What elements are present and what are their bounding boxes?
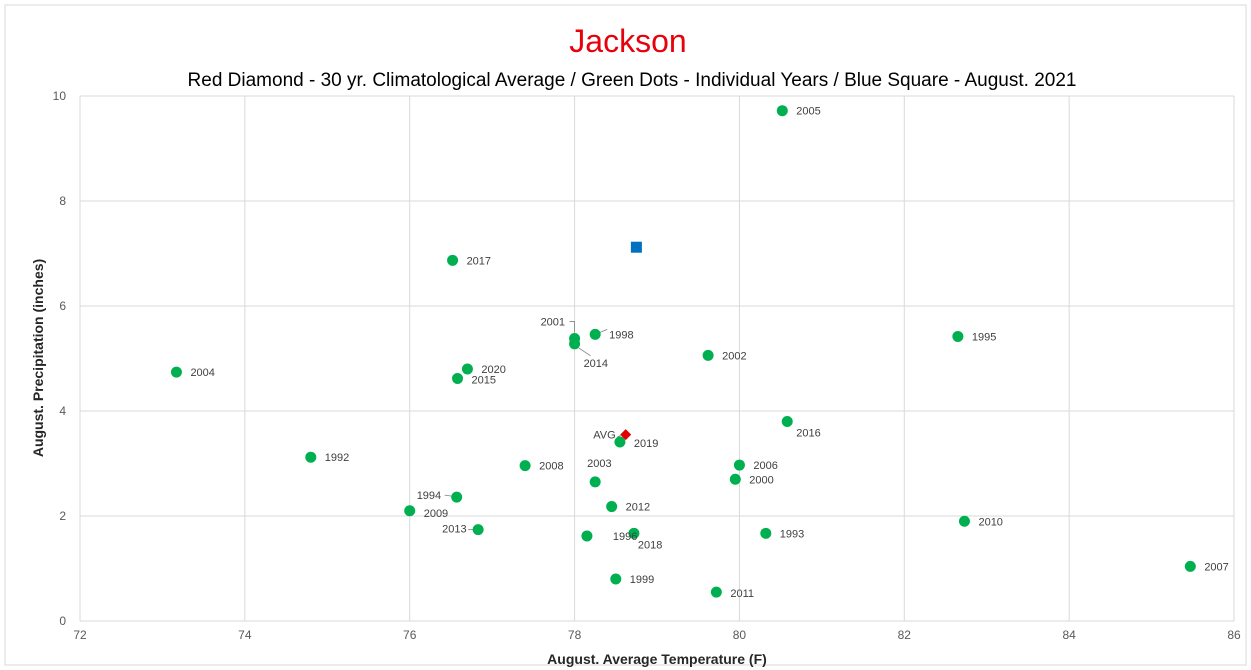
- year-label: 2010: [978, 516, 1002, 528]
- year-point: [1184, 560, 1196, 572]
- y-tick-label: 4: [59, 404, 66, 418]
- chart-border: [4, 4, 1247, 666]
- year-point: [760, 527, 772, 539]
- x-tick-label: 72: [73, 628, 87, 642]
- year-label: 2007: [1204, 561, 1228, 573]
- tick-labels: 72 74 76 78 80 82 84 86 0 2 4 6 8 10: [53, 89, 1241, 642]
- year-point: [581, 530, 593, 542]
- x-tick-label: 84: [1062, 628, 1076, 642]
- year-point: [589, 328, 601, 340]
- year-point: [958, 515, 970, 527]
- y-tick-label: 2: [59, 509, 66, 523]
- year-label: 1999: [630, 574, 654, 586]
- year-label: 2020: [481, 364, 505, 376]
- label-connector: [569, 321, 575, 333]
- year-point: [170, 366, 182, 378]
- year-point: [710, 586, 722, 598]
- gridlines: [79, 95, 1235, 622]
- year-point: [776, 105, 788, 117]
- y-tick-label: 0: [59, 614, 66, 628]
- year-label: 2006: [753, 460, 777, 472]
- year-label: 2004: [190, 367, 214, 379]
- year-point: [451, 491, 463, 503]
- year-point: [614, 436, 626, 448]
- data-points: [170, 105, 1196, 598]
- year-point: [305, 451, 317, 463]
- x-tick-label: 78: [568, 628, 582, 642]
- y-tick-label: 8: [59, 194, 66, 208]
- year-point: [461, 363, 473, 375]
- year-label: 2013: [442, 524, 466, 536]
- label-connector: [617, 435, 621, 438]
- year-point: [589, 476, 601, 488]
- label-connector: [444, 494, 452, 497]
- year-label: 2018: [638, 539, 662, 551]
- year-point: [519, 460, 531, 472]
- year-label: 2003: [587, 458, 611, 470]
- average-point: [620, 429, 632, 441]
- year-label: 2001: [541, 317, 565, 329]
- year-point: [606, 501, 618, 513]
- year-label: 1992: [325, 452, 349, 464]
- label-connector: [600, 328, 608, 333]
- year-point: [472, 524, 484, 536]
- x-tick-label: 80: [733, 628, 747, 642]
- year-label: 1993: [780, 528, 804, 540]
- average-label: AVG: [593, 430, 615, 442]
- current-year-point: [630, 241, 642, 253]
- year-point: [447, 254, 459, 266]
- chart-subtitle: Red Diamond - 30 yr. Climatological Aver…: [188, 70, 1077, 91]
- year-label: 2015: [472, 374, 496, 386]
- x-tick-label: 74: [238, 628, 252, 642]
- year-point: [729, 473, 741, 485]
- year-point: [781, 416, 793, 427]
- year-point: [452, 372, 464, 384]
- x-tick-label: 76: [403, 628, 417, 642]
- x-tick-label: 82: [898, 628, 912, 642]
- year-point: [733, 459, 745, 471]
- year-label: 2019: [634, 438, 658, 450]
- y-tick-label: 6: [59, 299, 66, 313]
- x-tick-label: 86: [1227, 628, 1241, 642]
- year-label: 2009: [424, 508, 448, 520]
- point-labels: 1992 1993 1994 1995 1996 1998 1999 2000 2001 2002…: [190, 106, 1228, 600]
- year-label: 2011: [730, 588, 754, 600]
- year-point: [628, 527, 640, 539]
- year-label: 2016: [796, 428, 820, 440]
- year-point: [404, 505, 416, 517]
- chart-title: Jackson: [569, 23, 686, 59]
- year-label: 2008: [539, 461, 563, 473]
- year-label: 2012: [626, 502, 650, 514]
- label-connector: [578, 347, 591, 357]
- year-label: 1995: [972, 331, 996, 343]
- year-label: 2002: [722, 350, 746, 362]
- year-label: 1998: [609, 329, 633, 341]
- year-label: 2000: [749, 474, 773, 486]
- year-point: [702, 349, 714, 361]
- label-connectors: [444, 321, 621, 531]
- y-axis-label: August. Precipitation (inches): [30, 259, 46, 457]
- y-tick-label: 10: [53, 89, 67, 103]
- year-point: [610, 573, 622, 585]
- year-label: 2014: [584, 358, 608, 370]
- year-point: [952, 330, 964, 342]
- year-label: 2005: [796, 106, 820, 118]
- year-label: 2017: [467, 255, 491, 267]
- x-axis-label: August. Average Temperature (F): [547, 651, 767, 667]
- year-label: 1996: [613, 531, 637, 543]
- year-point: [569, 338, 581, 350]
- year-label: 1994: [417, 490, 441, 502]
